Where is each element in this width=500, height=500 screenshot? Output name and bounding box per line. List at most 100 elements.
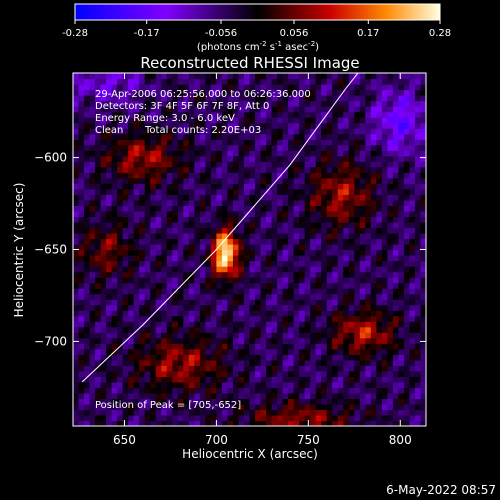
heatmap-cell — [128, 243, 135, 251]
heatmap-cell — [238, 398, 245, 405]
heatmap-cell — [172, 106, 179, 113]
heatmap-cell — [122, 370, 129, 377]
heatmap-cell — [288, 398, 295, 405]
heatmap-cell — [304, 255, 311, 262]
heatmap-cell — [166, 381, 173, 388]
heatmap-cell — [310, 188, 317, 195]
heatmap-cell — [183, 249, 190, 256]
heatmap-cell — [232, 95, 240, 102]
heatmap-cell — [420, 221, 426, 229]
heatmap-cell — [359, 414, 366, 422]
heatmap-cell — [293, 122, 300, 129]
heatmap-cell — [332, 111, 339, 118]
heatmap-cell — [117, 243, 124, 251]
heatmap-cell — [84, 139, 91, 146]
heatmap-cell — [266, 315, 273, 322]
heatmap-cell — [78, 392, 85, 400]
heatmap-cell — [414, 288, 422, 295]
heatmap-cell — [409, 337, 416, 344]
heatmap-cell — [354, 315, 361, 322]
heatmap-cell — [282, 277, 289, 284]
heatmap-cell — [227, 343, 234, 350]
heatmap-cell — [337, 84, 344, 91]
heatmap-cell — [188, 84, 195, 91]
heatmap-cell — [266, 266, 273, 273]
heatmap-cell — [122, 271, 129, 278]
heatmap-cell — [282, 304, 289, 311]
heatmap-cell — [392, 403, 400, 411]
heatmap-cell — [409, 343, 416, 350]
heatmap-cell — [326, 139, 333, 146]
heatmap-cell — [348, 315, 355, 322]
heatmap-cell — [365, 321, 372, 328]
heatmap-cell — [403, 199, 411, 206]
heatmap-cell — [144, 243, 151, 251]
heatmap-cell — [216, 326, 223, 333]
heatmap-cell — [155, 111, 162, 118]
heatmap-cell — [232, 293, 240, 300]
heatmap-cell — [73, 144, 80, 151]
heatmap-cell — [266, 398, 273, 405]
heatmap-cell — [370, 398, 377, 405]
heatmap-cell — [326, 73, 333, 80]
heatmap-cell — [293, 183, 300, 190]
heatmap-cell — [332, 117, 339, 124]
heatmap-cell — [414, 84, 422, 91]
heatmap-cell — [420, 199, 426, 206]
heatmap-cell — [420, 172, 426, 179]
heatmap-cell — [243, 150, 251, 157]
heatmap-cell — [183, 216, 190, 223]
heatmap-cell — [315, 89, 322, 96]
heatmap-cell — [381, 210, 388, 218]
heatmap-cell — [348, 216, 355, 223]
heatmap-cell — [398, 359, 405, 366]
heatmap-cell — [194, 210, 201, 218]
heatmap-cell — [354, 78, 361, 85]
heatmap-cell — [299, 293, 306, 300]
heatmap-cell — [409, 166, 416, 173]
heatmap-cell — [95, 78, 102, 85]
heatmap-cell — [89, 392, 96, 400]
heatmap-cell — [183, 205, 190, 212]
heatmap-cell — [95, 188, 102, 195]
heatmap-cell — [354, 161, 361, 168]
heatmap-cell — [199, 188, 206, 195]
heatmap-cell — [315, 188, 322, 195]
heatmap-cell — [260, 183, 267, 190]
heatmap-cell — [205, 315, 212, 322]
heatmap-cell — [370, 232, 377, 240]
heatmap-cell — [205, 84, 212, 91]
heatmap-cell — [326, 172, 333, 179]
heatmap-cell — [277, 376, 284, 383]
heatmap-cell — [106, 348, 113, 355]
heatmap-cell — [89, 205, 96, 212]
heatmap-cell — [260, 227, 267, 234]
heatmap-cell — [414, 271, 422, 278]
heatmap-cell — [238, 100, 245, 107]
heatmap-cell — [271, 249, 278, 256]
heatmap-cell — [111, 243, 118, 251]
heatmap-cell — [255, 348, 262, 355]
heatmap-cell — [133, 117, 140, 124]
heatmap-cell — [161, 144, 168, 151]
heatmap-cell — [78, 232, 85, 240]
heatmap-cell — [155, 398, 162, 405]
heatmap-cell — [100, 133, 107, 140]
heatmap-cell — [315, 227, 322, 234]
heatmap-cell — [133, 288, 140, 295]
heatmap-cell — [73, 172, 80, 179]
heatmap-cell — [282, 403, 289, 411]
heatmap-cell — [414, 299, 422, 306]
heatmap-cell — [172, 177, 179, 184]
heatmap-cell — [216, 133, 223, 140]
heatmap-cell — [139, 155, 146, 162]
heatmap-cell — [73, 359, 80, 366]
heatmap-cell — [128, 315, 135, 322]
heatmap-cell — [243, 106, 251, 113]
heatmap-cell — [89, 398, 96, 405]
heatmap-cell — [343, 332, 350, 339]
heatmap-cell — [392, 78, 400, 85]
heatmap-cell — [255, 161, 262, 168]
heatmap-cell — [73, 161, 80, 168]
heatmap-cell — [266, 414, 273, 422]
